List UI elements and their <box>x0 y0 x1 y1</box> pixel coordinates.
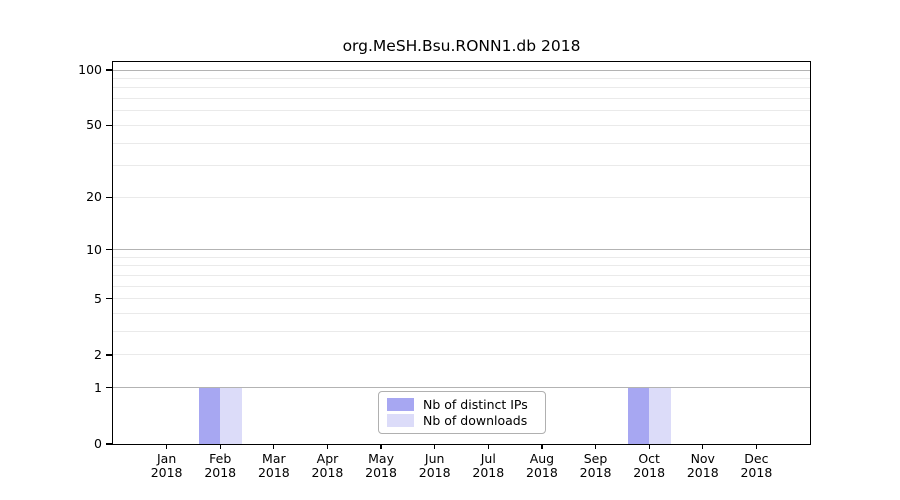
plot-area <box>113 62 810 444</box>
gridline-minor <box>113 87 810 89</box>
gridline-minor <box>113 265 810 267</box>
legend-label-distinct-ips: Nb of distinct IPs <box>423 396 528 412</box>
y-tick <box>106 387 113 389</box>
gridline-minor <box>113 313 810 315</box>
y-tick <box>106 443 113 445</box>
gridline-major <box>113 249 810 251</box>
y-tick-label: 0 <box>94 436 102 451</box>
x-tick <box>594 444 597 449</box>
x-tick <box>541 444 543 449</box>
legend-item-distinct-ips: Nb of distinct IPs <box>387 397 537 412</box>
x-tick <box>487 444 489 449</box>
gridline-minor <box>113 77 810 79</box>
gridline-major <box>113 69 810 71</box>
gridline-minor <box>113 285 810 287</box>
gridline-minor <box>113 331 810 333</box>
gridline-minor <box>113 165 810 167</box>
gridline-major <box>113 387 810 389</box>
legend-swatch-distinct-ips <box>387 397 414 411</box>
x-tick-label: Feb 2018 <box>204 451 237 480</box>
x-tick-label: Jun 2018 <box>418 451 451 480</box>
gridline-minor <box>113 354 810 356</box>
x-tick <box>380 444 382 449</box>
bar-downloads <box>220 387 242 444</box>
x-tick-label: Dec 2018 <box>740 451 773 480</box>
gridline-minor <box>113 110 810 112</box>
x-tick <box>434 444 436 449</box>
x-tick-label: Apr 2018 <box>311 451 344 480</box>
x-tick <box>755 444 757 449</box>
chart-title: org.MeSH.Bsu.RONN1.db 2018 <box>342 37 581 55</box>
x-tick-label: Nov 2018 <box>686 451 719 480</box>
gridline-minor <box>113 256 810 258</box>
y-tick-label: 50 <box>86 117 102 133</box>
x-tick <box>326 444 329 449</box>
y-tick-label: 5 <box>94 290 102 306</box>
gridline-minor <box>113 298 810 300</box>
y-tick-label: 20 <box>86 189 102 205</box>
x-tick-label: Jan 2018 <box>150 451 183 480</box>
x-tick-label: Oct 2018 <box>633 451 666 480</box>
y-tick <box>106 298 113 300</box>
y-tick-label: 2 <box>94 346 102 362</box>
gridline-minor <box>113 274 810 276</box>
y-tick-label: 10 <box>86 241 102 257</box>
bar-downloads <box>649 387 671 444</box>
legend-item-downloads: Nb of downloads <box>387 413 537 428</box>
x-tick <box>166 444 168 449</box>
x-tick-label: Mar 2018 <box>257 451 290 480</box>
y-tick <box>106 196 113 198</box>
x-tick <box>702 444 704 449</box>
x-tick-label: May 2018 <box>365 451 397 480</box>
x-tick-label: Aug 2018 <box>526 451 558 480</box>
y-tick-label: 100 <box>78 62 102 77</box>
gridline-minor <box>113 196 810 198</box>
gridline-minor <box>113 98 810 100</box>
x-tick <box>273 444 275 449</box>
bar-distinct-ips <box>627 387 650 444</box>
gridline-minor <box>113 142 810 144</box>
x-tick <box>219 444 221 449</box>
y-tick-label: 1 <box>94 379 102 395</box>
gridline-minor <box>113 124 810 126</box>
bar-distinct-ips <box>198 387 221 444</box>
x-tick-label: Jul 2018 <box>472 451 505 480</box>
y-tick <box>106 69 113 71</box>
legend-swatch-downloads <box>387 414 414 428</box>
y-tick <box>106 124 113 126</box>
x-tick-label: Sep 2018 <box>579 451 612 480</box>
x-tick <box>648 444 650 449</box>
legend: Nb of distinct IPs Nb of downloads <box>378 391 546 434</box>
y-tick <box>106 354 113 356</box>
legend-label-downloads: Nb of downloads <box>423 413 528 429</box>
y-tick <box>106 249 113 251</box>
